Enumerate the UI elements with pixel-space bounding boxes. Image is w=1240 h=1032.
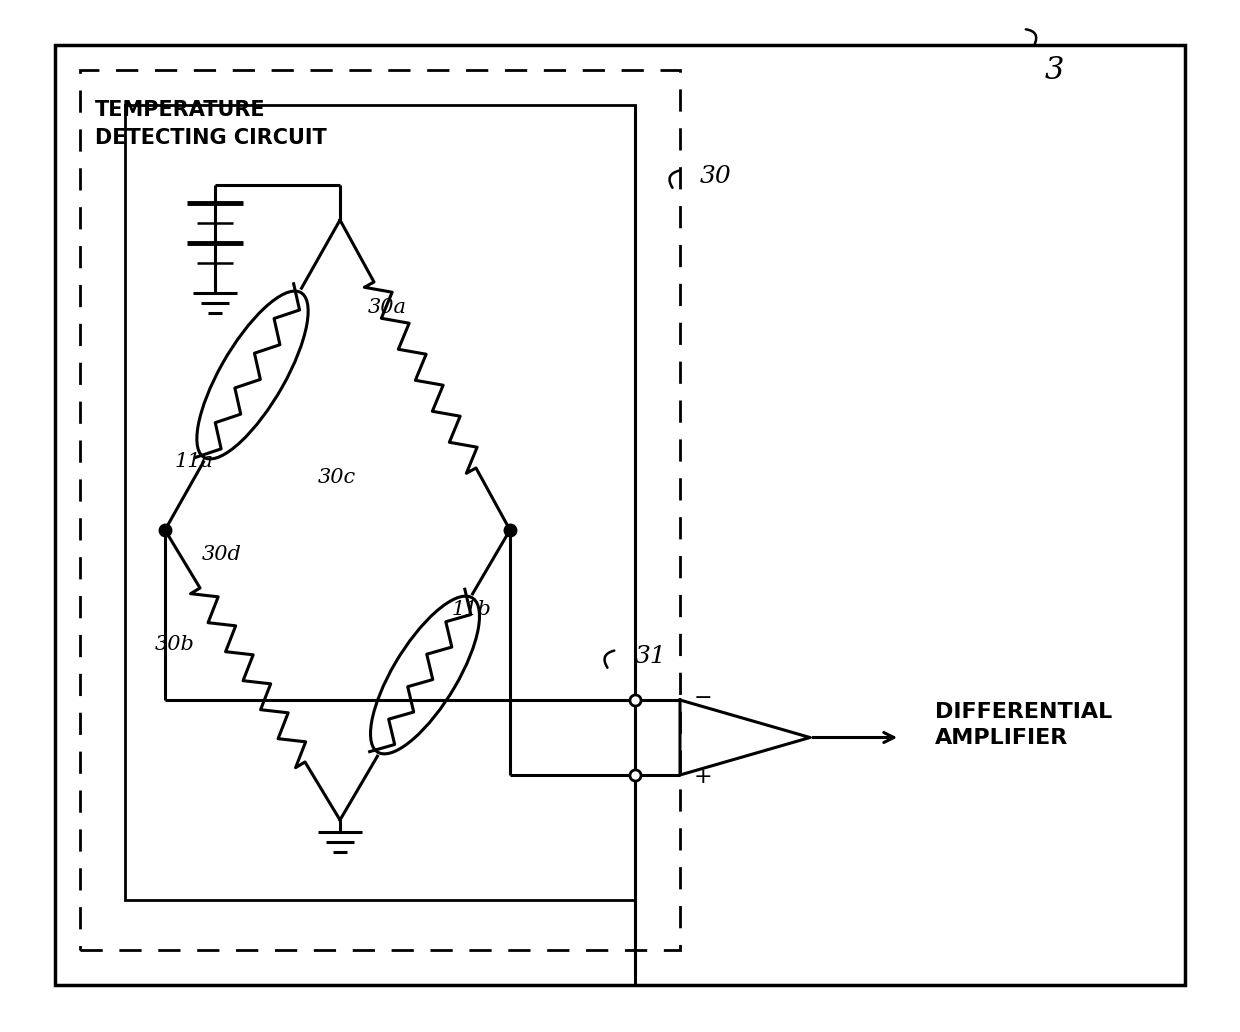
Bar	[81, 70, 680, 950]
Text: 30d: 30d	[202, 545, 242, 565]
Text: DETECTING CIRCUIT: DETECTING CIRCUIT	[95, 128, 327, 148]
Text: +: +	[694, 767, 713, 787]
Text: 30b: 30b	[155, 635, 195, 654]
Text: 3: 3	[1045, 55, 1064, 86]
Text: 31: 31	[635, 645, 667, 668]
Text: −: −	[694, 688, 713, 708]
Text: 11a: 11a	[175, 452, 215, 471]
Text: 11b: 11b	[453, 600, 492, 619]
Bar	[125, 105, 635, 900]
Text: TEMPERATURE: TEMPERATURE	[95, 100, 265, 120]
Text: 30a: 30a	[368, 298, 407, 317]
Text: 30: 30	[701, 165, 732, 188]
Text: 30c: 30c	[317, 467, 356, 487]
Text: DIFFERENTIAL
AMPLIFIER: DIFFERENTIAL AMPLIFIER	[935, 702, 1112, 748]
